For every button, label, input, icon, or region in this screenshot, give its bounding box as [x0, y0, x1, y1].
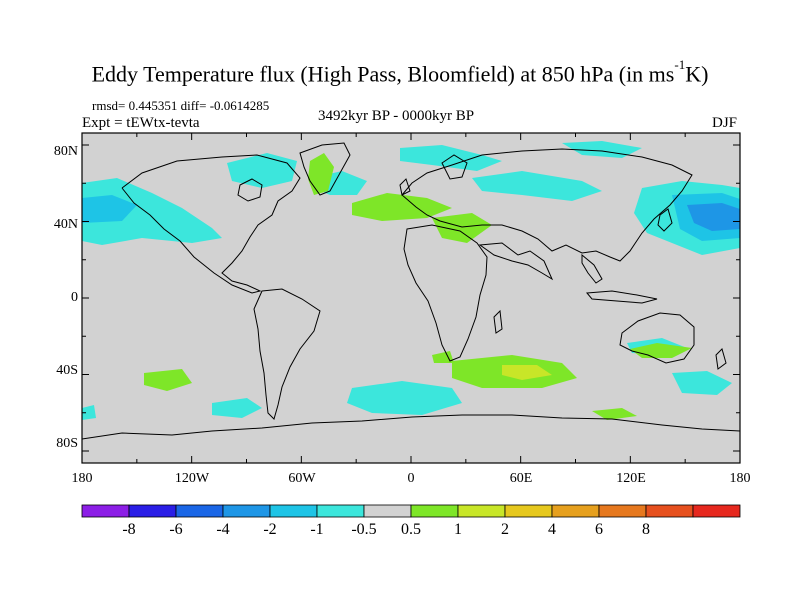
period-label: 3492kyr BP - 0000kyr BP: [318, 108, 475, 124]
colorbar-label: -8: [122, 521, 136, 538]
colorbar-label: -1: [310, 521, 324, 538]
lat-tick-label: 40S: [56, 363, 78, 378]
season-label: DJF: [712, 115, 738, 131]
colorbar-label: 4: [548, 521, 556, 538]
experiment-label: Expt = tEWtx-tevta: [82, 115, 200, 131]
lat-tick-label: 40N: [53, 217, 78, 232]
chart-title: Eddy Temperature flux (High Pass, Bloomf…: [91, 57, 709, 87]
colorbar-cell: [551, 504, 600, 518]
colorbar-cell: [457, 504, 506, 518]
lon-tick-label: 180: [71, 471, 93, 486]
colorbar-label: 0.5: [401, 521, 421, 538]
lon-tick-label: 60W: [288, 471, 316, 486]
colorbar-cell: [645, 504, 694, 518]
lat-tick-label: 80S: [56, 436, 78, 451]
colorbar-cell: [598, 504, 647, 518]
colorbar-cell: [316, 504, 365, 518]
map-panel: [82, 133, 740, 463]
colorbar-cell: [222, 504, 271, 518]
stats-label: rmsd= 0.445351 diff= -0.0614285: [92, 98, 270, 113]
colorbar-label: 8: [642, 521, 650, 538]
colorbar-cell: [410, 504, 459, 518]
colorbar-label: -4: [216, 521, 230, 538]
colorbar-cell: [692, 504, 741, 518]
colorbar-cell: [128, 504, 177, 518]
colorbar-cell: [81, 504, 130, 518]
colorbar-label: -2: [263, 521, 277, 538]
lon-tick-label: 180: [729, 471, 751, 486]
colorbar-label: -6: [169, 521, 183, 538]
colorbar-cell: [363, 504, 412, 518]
colorbar-cell: [175, 504, 224, 518]
lon-tick-label: 60E: [509, 471, 533, 486]
colorbar-label: -0.5: [351, 521, 377, 538]
lat-tick-label: 80N: [53, 144, 78, 159]
lon-tick-label: 120W: [174, 471, 210, 486]
colorbar-cell: [504, 504, 553, 518]
colorbar-label: 2: [501, 521, 509, 538]
colorbar-label: 6: [595, 521, 603, 538]
lon-tick-label: 0: [407, 471, 415, 486]
colorbar-cell: [269, 504, 318, 518]
lat-tick-label: 0: [71, 290, 78, 305]
colorbar-label: 1: [454, 521, 462, 538]
lon-tick-label: 120E: [616, 471, 646, 486]
